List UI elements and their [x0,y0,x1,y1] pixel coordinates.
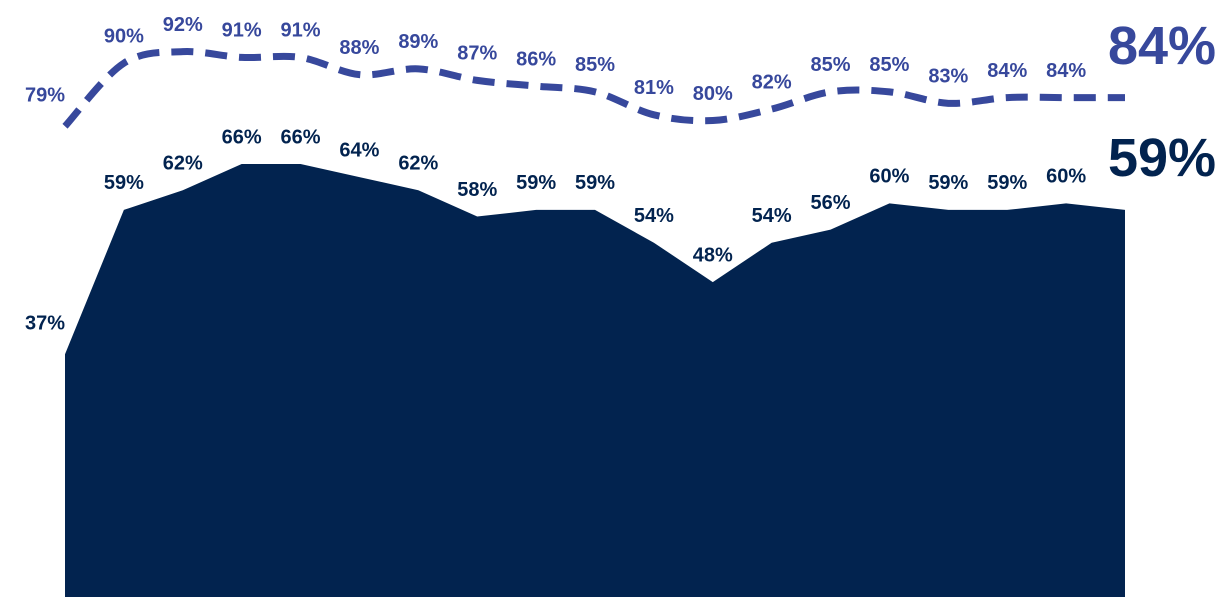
data-label: 54% [752,205,792,227]
final-label: 59% [1108,128,1216,188]
area [65,164,1125,597]
data-label: 84% [1046,60,1086,82]
data-label: 48% [693,244,733,266]
data-label: 37% [25,313,65,335]
data-label: 89% [398,31,438,53]
data-label: 85% [869,54,909,76]
data-label: 66% [281,126,321,148]
data-label: 81% [634,77,674,99]
data-label: 80% [693,83,733,105]
data-label: 60% [869,166,909,188]
data-label: 84% [987,60,1027,82]
data-label: 85% [811,54,851,76]
data-label: 59% [104,172,144,194]
data-label: 59% [987,172,1027,194]
data-label: 87% [457,43,497,65]
data-label: 82% [752,71,792,93]
data-label: 62% [398,153,438,175]
data-label: 60% [1046,166,1086,188]
data-label: 56% [811,192,851,214]
data-label: 88% [339,37,379,59]
data-label: 59% [928,172,968,194]
data-label: 85% [575,54,615,76]
data-label: 58% [457,179,497,201]
data-label: 86% [516,48,556,70]
data-label: 59% [516,172,556,194]
data-label: 64% [339,139,379,161]
data-label: 59% [575,172,615,194]
data-label: 62% [163,153,203,175]
data-label: 79% [25,85,65,107]
line [62,48,1125,129]
data-label: 66% [222,126,262,148]
data-label: 54% [634,205,674,227]
data-label: 90% [104,25,144,47]
final-label: 84% [1108,16,1216,76]
data-label: 83% [928,66,968,88]
data-label: 91% [222,20,262,42]
data-label: 92% [163,14,203,36]
data-label: 91% [281,20,321,42]
